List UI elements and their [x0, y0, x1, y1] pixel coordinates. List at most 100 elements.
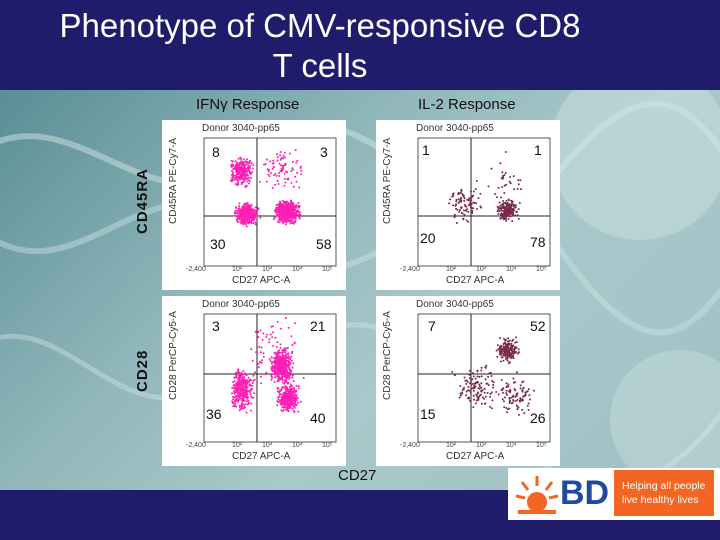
- event-dot: [465, 390, 468, 393]
- event-dot: [278, 391, 280, 394]
- event-dot: [241, 206, 244, 209]
- event-dot: [253, 208, 256, 211]
- event-dot: [515, 210, 518, 213]
- event-dot: [282, 371, 284, 373]
- event-dot: [486, 382, 489, 385]
- event-dot: [475, 202, 478, 205]
- event-dot: [257, 208, 260, 211]
- event-dot: [503, 406, 506, 409]
- event-dot: [510, 199, 513, 202]
- event-dot: [233, 392, 236, 395]
- event-dot: [259, 375, 262, 378]
- event-dot: [281, 168, 284, 171]
- event-dot: [509, 355, 512, 357]
- event-dot: [238, 378, 241, 381]
- event-dot: [292, 202, 294, 205]
- event-dot: [489, 405, 491, 408]
- event-dot: [237, 183, 240, 186]
- event-dot: [253, 378, 256, 381]
- cd45ra-row-label: CD45RA: [134, 167, 151, 234]
- x-tick: 10²: [446, 442, 457, 449]
- event-dot: [514, 206, 517, 209]
- event-dot: [234, 160, 237, 163]
- event-dot: [279, 347, 282, 349]
- event-dot: [241, 383, 243, 386]
- event-dot: [293, 389, 296, 392]
- event-dot: [478, 383, 481, 386]
- event-dot: [529, 398, 532, 401]
- event-dot: [517, 348, 520, 351]
- event-dot: [469, 201, 472, 204]
- event-dot: [284, 156, 286, 159]
- event-dot: [283, 219, 286, 221]
- event-dot: [260, 346, 263, 349]
- event-dot: [452, 192, 455, 195]
- event-dot: [280, 400, 282, 403]
- event-dot: [248, 176, 250, 179]
- event-dot: [288, 376, 291, 379]
- event-dot: [242, 173, 244, 176]
- event-dot: [246, 220, 249, 223]
- event-dot: [290, 201, 293, 204]
- event-dot: [296, 397, 299, 400]
- event-dot: [268, 358, 271, 361]
- event-dot: [515, 351, 518, 354]
- scatter-area: [203, 313, 337, 443]
- event-dot: [461, 392, 464, 395]
- event-dot: [245, 400, 248, 403]
- event-dot: [237, 399, 240, 401]
- event-dot: [484, 395, 487, 398]
- event-dot: [243, 180, 246, 182]
- event-dot: [239, 389, 242, 392]
- event-dot: [238, 374, 240, 377]
- event-dot: [240, 208, 242, 211]
- event-dot: [249, 409, 252, 412]
- event-dot: [505, 407, 508, 409]
- event-dot: [256, 337, 258, 340]
- event-dot: [277, 370, 280, 373]
- event-dot: [286, 374, 289, 377]
- event-dot: [244, 216, 247, 218]
- event-dot: [293, 322, 296, 325]
- event-dot: [475, 180, 478, 182]
- event-dot: [243, 213, 246, 216]
- event-dot: [293, 386, 296, 389]
- event-dot: [292, 405, 295, 408]
- event-dot: [532, 389, 535, 392]
- event-dot: [278, 355, 281, 358]
- event-dot: [260, 361, 263, 364]
- event-dot: [290, 359, 293, 362]
- event-dot: [481, 389, 484, 392]
- event-dot: [231, 386, 234, 389]
- event-dot: [269, 360, 272, 363]
- event-dot: [253, 215, 256, 218]
- event-dot: [479, 192, 482, 195]
- event-dot: [262, 352, 265, 355]
- event-dot: [238, 217, 241, 220]
- x-tick: 10³: [262, 442, 273, 449]
- event-dot: [512, 352, 515, 355]
- event-dot: [239, 166, 242, 169]
- event-dot: [291, 204, 294, 207]
- event-dot: [291, 161, 294, 163]
- event-dot: [243, 395, 246, 398]
- x-tick: 10⁵: [322, 442, 333, 449]
- event-dot: [486, 392, 489, 394]
- event-dot: [241, 219, 244, 222]
- event-dot: [492, 386, 495, 389]
- event-dot: [278, 216, 281, 219]
- event-dot: [468, 389, 471, 392]
- event-dot: [469, 382, 471, 385]
- event-dot: [460, 197, 462, 200]
- event-dot: [296, 159, 299, 162]
- event-dot: [457, 198, 460, 201]
- event-dot: [480, 402, 483, 405]
- event-dot: [499, 337, 502, 339]
- quadrant-lower-right: 26: [530, 410, 546, 426]
- event-dot: [293, 406, 296, 409]
- event-dot: [284, 181, 287, 184]
- bd-logo-text: BD: [560, 474, 610, 512]
- event-dot: [247, 399, 250, 402]
- il2-response-header: IL-2 Response: [418, 96, 516, 113]
- event-dot: [287, 360, 290, 363]
